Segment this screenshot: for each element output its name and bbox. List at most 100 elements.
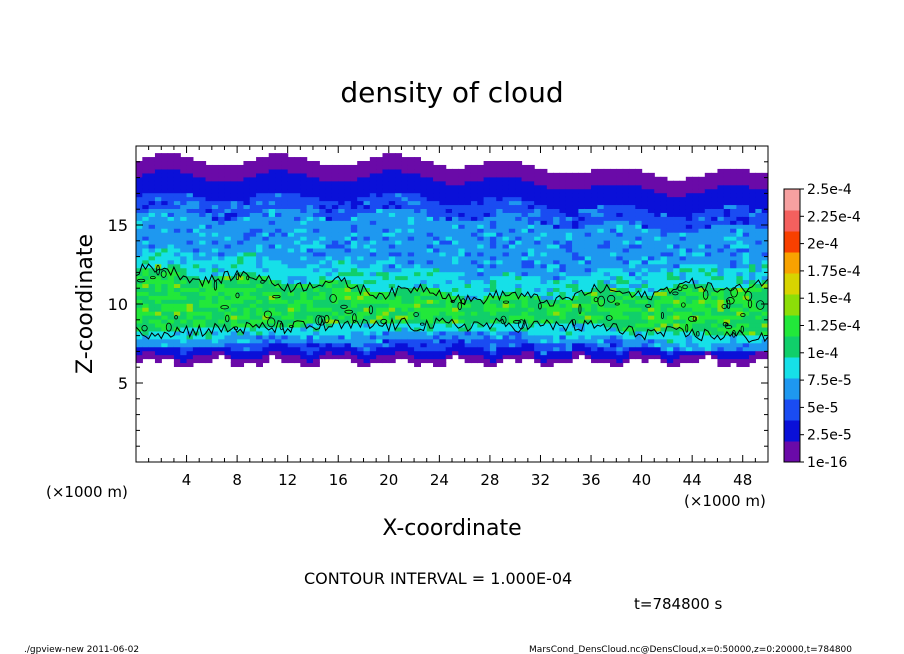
- density-cell: [312, 200, 320, 206]
- density-cell: [565, 192, 573, 198]
- density-cell: [363, 330, 371, 336]
- density-cell: [565, 330, 573, 336]
- density-cell: [736, 330, 744, 336]
- density-cell: [249, 299, 257, 304]
- density-cell: [388, 354, 396, 360]
- density-cell: [407, 172, 415, 178]
- density-cell: [572, 350, 579, 356]
- density-cell: [546, 236, 554, 241]
- density-cell: [237, 216, 245, 221]
- density-cell: [224, 243, 232, 249]
- density-cell: [730, 346, 737, 352]
- density-cell: [711, 216, 719, 221]
- density-cell: [559, 200, 567, 206]
- density-cell: [407, 180, 415, 186]
- density-cell: [395, 184, 403, 190]
- density-cell: [369, 240, 377, 245]
- density-cell: [628, 251, 636, 257]
- density-cell: [464, 228, 472, 233]
- density-cell: [224, 307, 232, 312]
- density-cell: [211, 330, 219, 336]
- density-cell: [711, 236, 719, 241]
- density-cell: [325, 303, 333, 308]
- density-cell: [597, 208, 605, 213]
- density-cell: [205, 275, 213, 281]
- density-cell: [470, 216, 478, 221]
- density-cell: [192, 303, 200, 308]
- density-cell: [534, 208, 542, 213]
- density-cell: [256, 338, 263, 344]
- density-cell: [287, 326, 295, 332]
- density-cell: [420, 311, 428, 316]
- density-cell: [610, 354, 617, 360]
- density-cell: [363, 342, 371, 348]
- density-cell: [470, 263, 478, 269]
- density-cell: [654, 220, 662, 225]
- density-cell: [445, 188, 453, 194]
- density-cell: [154, 307, 162, 312]
- density-cell: [306, 200, 314, 206]
- density-cell: [616, 176, 624, 182]
- density-cell: [527, 188, 535, 194]
- density-cell: [224, 271, 232, 277]
- density-cell: [452, 196, 459, 202]
- density-cell: [243, 322, 251, 328]
- density-cell: [496, 168, 504, 174]
- density-cell: [477, 267, 485, 273]
- density-cell: [717, 279, 725, 285]
- density-cell: [464, 358, 472, 364]
- density-cell: [148, 176, 156, 182]
- density-cell: [603, 295, 611, 300]
- density-cell: [736, 315, 744, 320]
- density-cell: [331, 342, 339, 348]
- density-cell: [420, 330, 428, 336]
- density-cell: [331, 271, 339, 277]
- density-cell: [395, 204, 403, 210]
- density-cell: [388, 164, 396, 170]
- density-cell: [395, 228, 403, 233]
- density-cell: [275, 188, 282, 194]
- density-cell: [723, 259, 731, 265]
- density-cell: [635, 220, 643, 225]
- density-cell: [237, 220, 245, 225]
- density-cell: [395, 188, 403, 194]
- density-cell: [388, 342, 396, 348]
- density-cell: [673, 196, 681, 202]
- density-cell: [388, 180, 396, 186]
- density-cell: [730, 172, 737, 178]
- density-cell: [559, 307, 567, 312]
- density-cell: [230, 315, 238, 320]
- density-cell: [508, 216, 516, 221]
- density-cell: [546, 330, 554, 336]
- density-cell: [483, 188, 491, 194]
- density-cell: [186, 362, 194, 368]
- density-cell: [369, 299, 377, 304]
- density-cell: [685, 346, 693, 352]
- density-cell: [730, 326, 737, 332]
- density-cell: [205, 236, 213, 241]
- density-cell: [205, 358, 213, 364]
- density-cell: [679, 247, 687, 253]
- density-cell: [211, 255, 219, 261]
- density-cell: [357, 299, 365, 304]
- density-cell: [641, 354, 649, 360]
- density-cell: [723, 188, 731, 194]
- density-cell: [211, 164, 219, 170]
- density-cell: [628, 240, 636, 245]
- density-cell: [610, 287, 617, 292]
- density-cell: [205, 196, 213, 202]
- density-cell: [312, 283, 320, 289]
- density-cell: [426, 307, 434, 312]
- density-cell: [243, 200, 251, 206]
- density-cell: [363, 307, 371, 312]
- density-cell: [205, 342, 213, 348]
- density-cell: [477, 184, 485, 190]
- density-cell: [685, 291, 693, 296]
- density-cell: [534, 299, 542, 304]
- density-cell: [666, 350, 674, 356]
- density-cell: [502, 350, 510, 356]
- density-cell: [331, 184, 339, 190]
- density-cell: [742, 338, 750, 344]
- density-cell: [546, 315, 554, 320]
- density-cell: [382, 184, 390, 190]
